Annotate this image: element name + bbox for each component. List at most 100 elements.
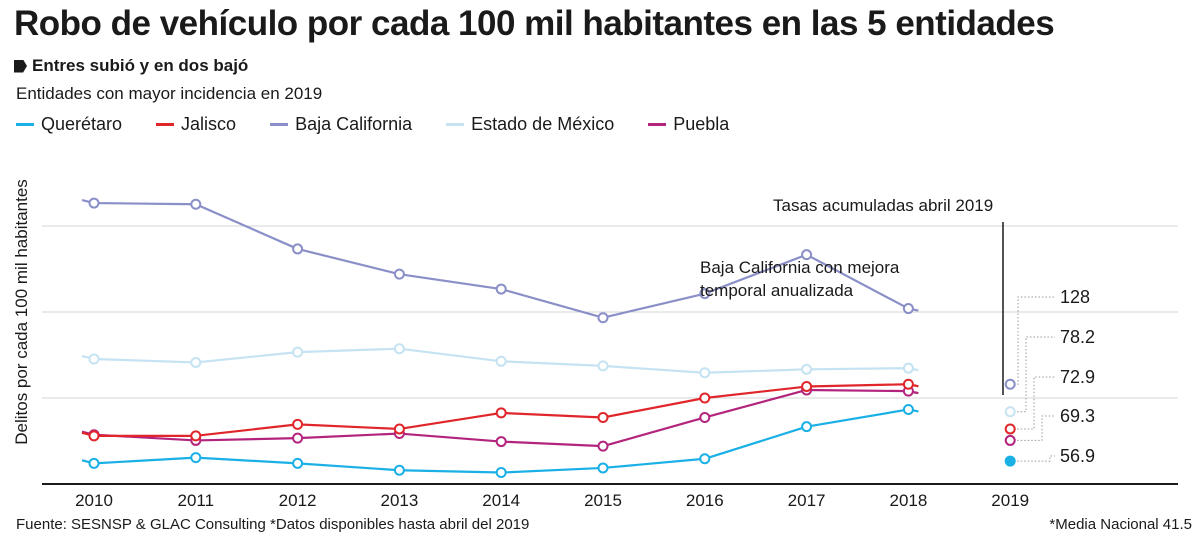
point-baja-california-2010 <box>88 197 100 209</box>
value-label-queretaro: 56.9 <box>1060 446 1095 466</box>
point-jalisco-2011 <box>190 430 202 442</box>
point-estado-de-mexico-2011 <box>190 356 202 368</box>
point-baja-california-2016 <box>699 288 711 300</box>
annotations: Tasas acumuladas abril 2019 Baja Califor… <box>700 196 1004 395</box>
chart-title: Robo de vehículo por cada 100 mil habita… <box>14 4 1055 43</box>
point-baja-california-2019 <box>1004 378 1016 390</box>
leader-estado-de-mexico <box>1017 336 1055 413</box>
leader-queretaro <box>1017 455 1055 462</box>
point-jalisco-2015 <box>597 411 609 423</box>
leader-puebla <box>1017 415 1055 441</box>
x-tick-label-2014: 2014 <box>482 491 520 510</box>
point-jalisco-2019 <box>1004 423 1016 435</box>
point-estado-de-mexico-2015 <box>597 360 609 372</box>
point-baja-california-2014 <box>495 283 507 295</box>
legend-label-estado-de-mexico: Estado de México <box>471 114 615 134</box>
point-queretaro-2017 <box>801 421 813 433</box>
point-jalisco-2012 <box>292 418 304 430</box>
point-puebla-2014 <box>495 436 507 448</box>
point-baja-california-2018 <box>902 303 914 315</box>
x-tick-label-2016: 2016 <box>686 491 724 510</box>
point-queretaro-2013 <box>393 464 405 476</box>
x-axis: 2010 2011 2012 2013 2014 2015 2016 2017 2018 2019 <box>42 483 1178 510</box>
x-tick-label-2019: 2019 <box>991 491 1029 510</box>
value-label-baja-california: 128 <box>1060 287 1090 307</box>
point-estado-de-mexico-2017 <box>801 363 813 375</box>
value-leader-lines <box>1017 296 1055 462</box>
point-baja-california-2012 <box>292 243 304 255</box>
series-points <box>88 197 1016 479</box>
point-queretaro-2016 <box>699 453 711 465</box>
y-axis-label: Delitos por cada 100 mil habitantes <box>12 179 31 445</box>
bc-note-line1: Baja California con mejora <box>700 258 900 277</box>
x-tick-label-2018: 2018 <box>889 491 927 510</box>
value-label-jalisco: 72.9 <box>1060 367 1095 387</box>
legend-label-queretaro: Querétaro <box>41 114 123 134</box>
point-puebla-2015 <box>597 440 609 452</box>
point-baja-california-2015 <box>597 312 609 324</box>
leader-baja-california <box>1017 296 1055 385</box>
legend-label-baja-california: Baja California <box>295 114 413 134</box>
legend-swatch-estado-de-mexico <box>446 123 465 126</box>
legend-swatch-puebla <box>648 123 667 126</box>
point-estado-de-mexico-2016 <box>699 367 711 379</box>
x-tick-label-2011: 2011 <box>178 491 215 510</box>
national-average-note: *Media Nacional 41.5 <box>1049 516 1192 533</box>
tag-arrow-icon <box>14 59 27 73</box>
point-jalisco-2017 <box>801 381 813 393</box>
bc-note-line2: temporal anualizada <box>700 281 854 300</box>
point-queretaro-2014 <box>495 467 507 479</box>
point-baja-california-2011 <box>190 198 202 210</box>
grid-lines <box>42 225 1178 399</box>
accum-label: Tasas acumuladas abril 2019 <box>773 196 993 215</box>
chart-intro: Entidades con mayor incidencia en 2019 <box>16 84 323 103</box>
legend-item-jalisco: Jalisco <box>156 114 236 135</box>
point-queretaro-2019 <box>1004 455 1016 467</box>
point-queretaro-2015 <box>597 462 609 474</box>
x-tick-label-2010: 2010 <box>75 491 113 510</box>
point-queretaro-2018 <box>902 403 914 415</box>
point-jalisco-2016 <box>699 392 711 404</box>
point-estado-de-mexico-2013 <box>393 343 405 355</box>
legend-item-puebla: Puebla <box>648 114 729 135</box>
leader-jalisco <box>1017 376 1055 430</box>
subtitle-text: Entres subió y en dos bajó <box>32 56 249 75</box>
point-queretaro-2010 <box>88 457 100 469</box>
point-estado-de-mexico-2010 <box>88 353 100 365</box>
point-queretaro-2012 <box>292 457 304 469</box>
x-tick-label-2013: 2013 <box>380 491 418 510</box>
point-jalisco-2013 <box>393 423 405 435</box>
point-estado-de-mexico-2018 <box>902 362 914 374</box>
legend-item-estado-de-mexico: Estado de México <box>446 114 614 135</box>
legend-label-jalisco: Jalisco <box>181 114 237 134</box>
legend-swatch-baja-california <box>270 123 289 126</box>
series-lines <box>81 198 919 474</box>
chart-subtitle: Entres subió y en dos bajó <box>14 56 248 76</box>
point-puebla-2012 <box>292 432 304 444</box>
point-jalisco-2014 <box>495 407 507 419</box>
point-estado-de-mexico-2014 <box>495 355 507 367</box>
point-puebla-2016 <box>699 411 711 423</box>
legend-swatch-jalisco <box>156 123 175 126</box>
point-estado-de-mexico-2012 <box>292 346 304 358</box>
legend-item-queretaro: Querétaro <box>16 114 122 135</box>
point-jalisco-2018 <box>902 378 914 390</box>
legend-item-baja-california: Baja California <box>270 114 412 135</box>
point-baja-california-2013 <box>393 268 405 280</box>
value-label-estado-de-mexico: 78.2 <box>1060 327 1095 347</box>
legend-swatch-queretaro <box>16 123 34 126</box>
x-tick-label-2017: 2017 <box>788 491 826 510</box>
point-puebla-2019 <box>1004 434 1016 446</box>
source-note: Fuente: SESNSP & GLAC Consulting *Datos … <box>16 516 530 533</box>
point-baja-california-2017 <box>801 249 813 261</box>
x-tick-label-2015: 2015 <box>584 491 622 510</box>
legend-label-puebla: Puebla <box>673 114 730 134</box>
point-queretaro-2011 <box>190 452 202 464</box>
point-estado-de-mexico-2019 <box>1004 406 1016 418</box>
point-jalisco-2010 <box>88 430 100 442</box>
x-tick-label-2012: 2012 <box>279 491 317 510</box>
value-label-puebla: 69.3 <box>1060 406 1095 426</box>
legend: Querétaro Jalisco Baja California Estado… <box>16 114 763 135</box>
value-labels-2019: 128 78.2 72.9 69.3 56.9 <box>1060 287 1095 466</box>
